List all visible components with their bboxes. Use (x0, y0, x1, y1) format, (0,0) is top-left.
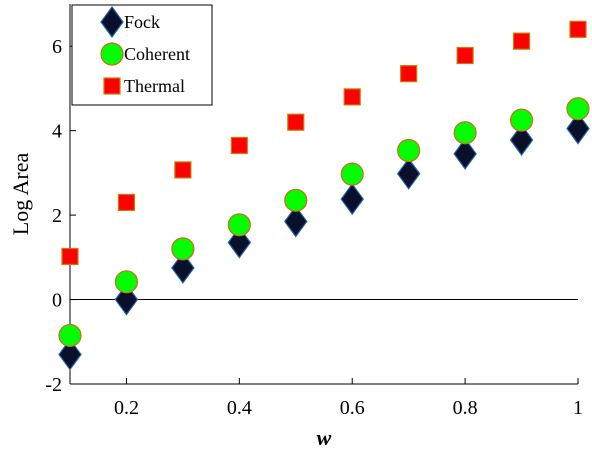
x-tick-label: 0.6 (340, 397, 365, 419)
coherent-point (58, 323, 82, 348)
thermal-point (400, 65, 418, 83)
series-fock (58, 112, 590, 371)
fock-point (566, 112, 590, 145)
legend: Fock Coherent Thermal (71, 4, 213, 106)
thermal-point (569, 20, 587, 38)
y-axis-label: Log Area (8, 153, 33, 236)
coherent-point (284, 188, 308, 212)
thermal-point (456, 46, 474, 65)
series-coherent (58, 97, 590, 348)
series-thermal (61, 20, 587, 266)
coherent-point (227, 213, 251, 237)
coherent-point (509, 108, 534, 132)
axes: 0.2 0.4 0.6 0.8 1 -2 0 2 4 6 (45, 4, 583, 419)
y-tick-label: 0 (52, 290, 62, 312)
thermal-point (174, 161, 192, 179)
legend-label-coherent: Coherent (124, 44, 190, 64)
legend-marker-coherent (100, 42, 124, 66)
coherent-point (453, 121, 477, 145)
legend-label-fock: Fock (124, 12, 160, 32)
thermal-point (117, 193, 136, 212)
y-tick-label: 2 (52, 205, 62, 227)
y-tick-label: 4 (52, 121, 62, 143)
coherent-point (171, 237, 195, 261)
x-tick-label: 0.8 (453, 397, 478, 419)
x-tick-label: 0.4 (227, 397, 252, 419)
thermal-point (343, 88, 361, 106)
x-tick-label: 0.2 (114, 397, 139, 419)
fock-point (114, 283, 139, 316)
fock-point (340, 183, 364, 216)
coherent-point (340, 162, 364, 186)
fock-point (509, 123, 534, 156)
legend-marker-fock (100, 5, 124, 39)
data-marks (58, 20, 590, 371)
x-tick-label: 1 (573, 397, 583, 419)
legend-marker-thermal (103, 77, 121, 95)
y-tick-label: 6 (52, 36, 62, 58)
thermal-point (287, 113, 305, 131)
fock-point (284, 205, 308, 238)
coherent-point (566, 97, 590, 121)
fock-point (58, 338, 82, 371)
legend-label-thermal: Thermal (124, 76, 185, 96)
coherent-point (114, 270, 139, 294)
y-tick-label: -2 (45, 374, 62, 396)
coherent-point (397, 138, 421, 163)
fock-point (227, 226, 252, 259)
fock-point (396, 157, 421, 190)
x-axis-label: w (317, 425, 332, 450)
thermal-point (230, 136, 248, 155)
thermal-point (512, 32, 531, 50)
fock-point (453, 137, 477, 170)
fock-point (171, 251, 195, 284)
thermal-point (61, 247, 79, 266)
legend-box (71, 4, 213, 106)
